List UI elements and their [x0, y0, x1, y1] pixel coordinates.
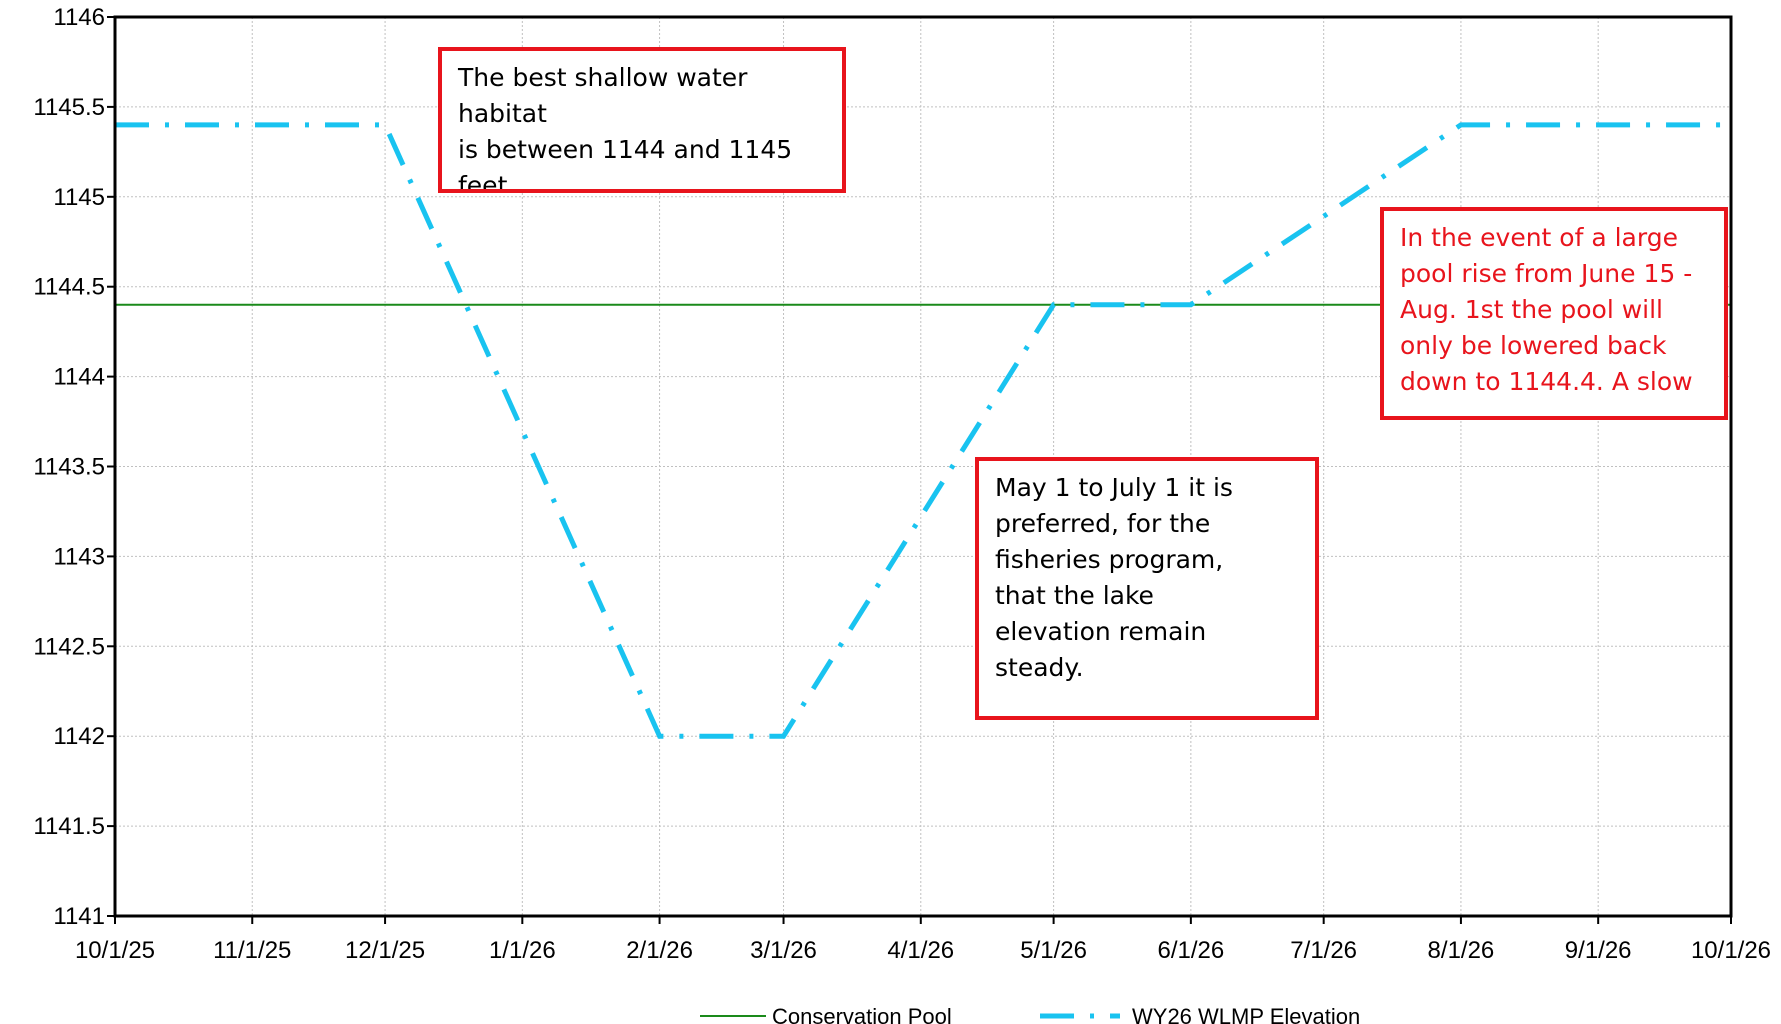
y-tick-label: 1141.5 [33, 813, 105, 840]
y-tick-label: 1145.5 [33, 94, 105, 121]
y-tick-label: 1143 [53, 543, 105, 570]
annotation-winter-habitat: The best shallow water habitat is betwee… [438, 47, 846, 193]
x-tick-label: 8/1/26 [1428, 937, 1495, 964]
legend-label: WY26 WLMP Elevation [1132, 1004, 1360, 1024]
legend: Conservation Pool WY26 WLMP Elevation [700, 1004, 1360, 1024]
y-tick-label: 1145 [53, 184, 105, 211]
x-tick-label: 10/1/26 [1691, 937, 1771, 964]
x-tick-label: 2/1/26 [626, 937, 693, 964]
annotation-summer-pool-rise: In the event of a large pool rise from J… [1380, 207, 1728, 420]
x-tick-label: 9/1/26 [1565, 937, 1632, 964]
x-tick-label: 11/1/25 [213, 937, 291, 964]
y-tick-label: 1146 [53, 4, 105, 31]
x-tick-label: 7/1/26 [1290, 937, 1357, 964]
gridlines [115, 17, 1731, 916]
annotation-spring-steady: May 1 to July 1 it is preferred, for the… [975, 457, 1319, 720]
x-tick-label: 1/1/26 [489, 937, 556, 964]
y-tick-label: 1144 [53, 364, 105, 391]
x-tick-label: 12/1/25 [345, 937, 425, 964]
y-tick-label: 1142 [53, 723, 105, 750]
x-tick-label: 3/1/26 [750, 937, 817, 964]
plot-frame [113, 15, 1733, 918]
x-tick-label: 5/1/26 [1020, 937, 1087, 964]
series-line-wy26-wlmp-elevation [115, 122, 1731, 739]
y-tick-label: 1143.5 [33, 454, 105, 481]
legend-label: Conservation Pool [772, 1004, 952, 1024]
x-tick-label: 4/1/26 [887, 937, 954, 964]
x-tick-label: 6/1/26 [1157, 937, 1224, 964]
y-tick-label: 1141 [53, 903, 105, 930]
y-axis-ticks: 1141 1141.5 1142 1142.5 1143 1143.5 1144 1144.5… [33, 4, 115, 930]
x-axis-ticks: 10/1/25 11/1/25 12/1/25 1/1/26 2/1/26 3/1/26 4… [75, 916, 1771, 964]
y-tick-label: 1144.5 [33, 274, 105, 301]
x-tick-label: 10/1/25 [75, 937, 155, 964]
y-tick-label: 1142.5 [33, 633, 105, 660]
